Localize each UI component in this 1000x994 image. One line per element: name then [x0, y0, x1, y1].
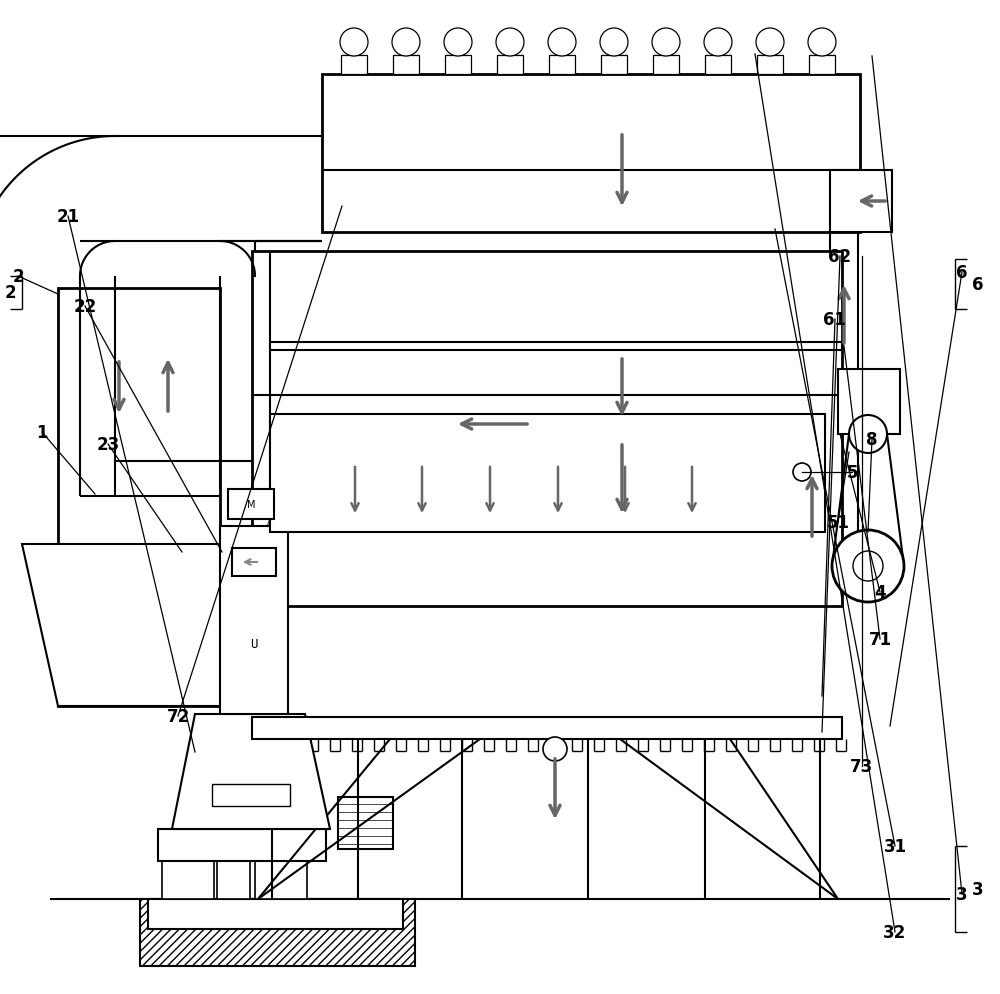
Bar — [757, 56, 783, 75]
Bar — [158, 829, 326, 861]
Bar — [252, 251, 842, 606]
Text: 22: 22 — [73, 297, 97, 316]
Circle shape — [793, 463, 811, 481]
Circle shape — [853, 552, 883, 581]
Bar — [705, 56, 731, 75]
Bar — [58, 288, 220, 707]
Bar — [549, 56, 575, 75]
Bar — [212, 784, 290, 806]
Text: 5: 5 — [846, 463, 858, 481]
Bar — [270, 414, 825, 533]
Bar — [322, 75, 860, 233]
Circle shape — [652, 29, 680, 57]
Circle shape — [849, 415, 887, 453]
Text: 2: 2 — [4, 283, 16, 302]
Text: 3: 3 — [956, 885, 968, 904]
Circle shape — [756, 29, 784, 57]
Text: 21: 21 — [56, 208, 80, 226]
Bar — [393, 56, 419, 75]
Circle shape — [704, 29, 732, 57]
Bar — [270, 343, 842, 351]
Text: 2: 2 — [12, 267, 24, 285]
Text: 1: 1 — [36, 423, 48, 441]
Text: M: M — [247, 500, 255, 510]
Text: 3: 3 — [972, 880, 984, 899]
Circle shape — [808, 29, 836, 57]
Text: 8: 8 — [866, 430, 878, 448]
Bar — [653, 56, 679, 75]
Bar — [140, 900, 415, 966]
Circle shape — [548, 29, 576, 57]
Bar — [252, 718, 842, 740]
Circle shape — [543, 738, 567, 761]
Bar — [220, 527, 288, 715]
Text: 6: 6 — [956, 263, 968, 281]
Text: 31: 31 — [883, 837, 907, 855]
Circle shape — [340, 29, 368, 57]
Text: 73: 73 — [850, 757, 874, 775]
Text: 62: 62 — [828, 248, 852, 265]
Bar — [228, 489, 274, 520]
Text: 51: 51 — [827, 514, 850, 532]
Bar — [838, 370, 900, 434]
Bar — [255, 861, 307, 900]
Circle shape — [496, 29, 524, 57]
Bar — [338, 797, 393, 849]
Text: 71: 71 — [868, 630, 892, 648]
Circle shape — [392, 29, 420, 57]
Bar — [232, 549, 276, 577]
Text: 4: 4 — [874, 583, 886, 601]
Bar — [341, 56, 367, 75]
Bar — [830, 171, 892, 233]
Text: 61: 61 — [824, 311, 846, 329]
Circle shape — [832, 531, 904, 602]
Circle shape — [600, 29, 628, 57]
Bar — [497, 56, 523, 75]
Circle shape — [444, 29, 472, 57]
Bar — [601, 56, 627, 75]
Bar — [148, 900, 403, 929]
Text: U: U — [250, 638, 258, 651]
Text: 32: 32 — [883, 923, 907, 941]
Polygon shape — [22, 545, 252, 707]
Text: 72: 72 — [166, 708, 190, 726]
Bar — [445, 56, 471, 75]
Polygon shape — [172, 715, 330, 829]
Bar — [809, 56, 835, 75]
Text: 6: 6 — [972, 275, 984, 293]
Text: 23: 23 — [96, 435, 120, 453]
Bar — [162, 861, 214, 900]
Bar — [217, 861, 250, 900]
